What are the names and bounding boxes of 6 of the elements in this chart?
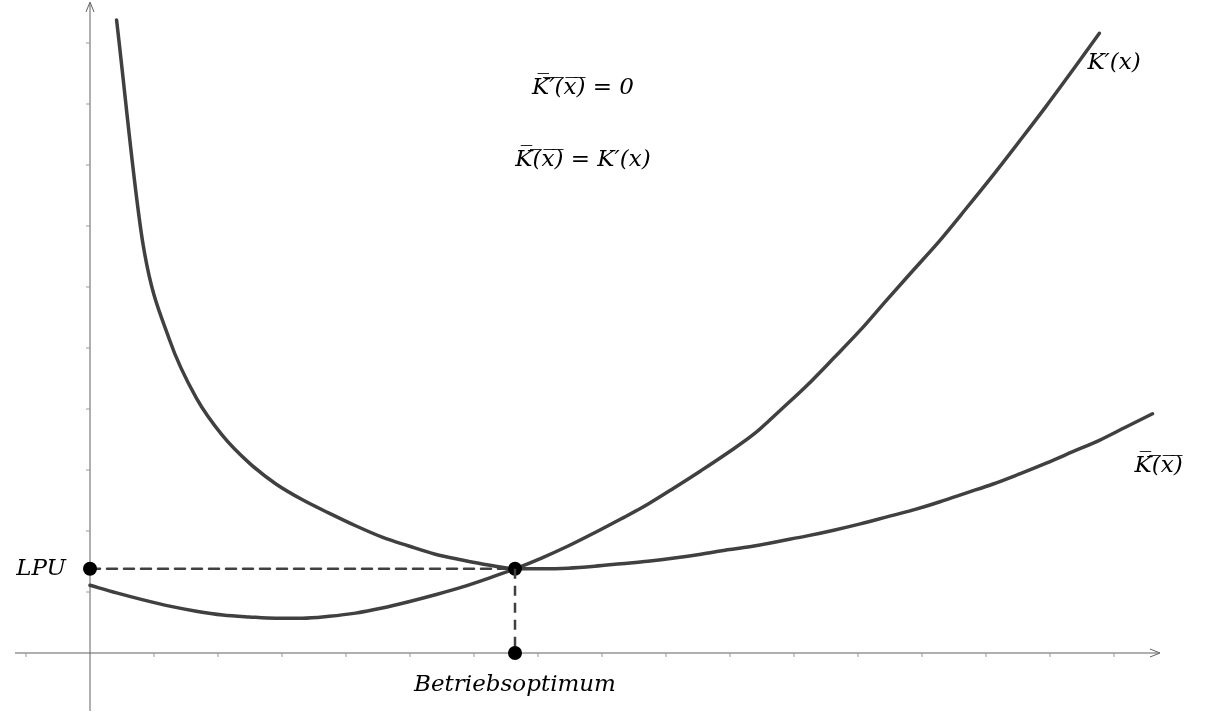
series-label: K̅(̅x̅)̅ (1133, 450, 1183, 477)
series-label: K′(x) (1086, 48, 1141, 75)
annotation: K̅(̅x̅)̅ = K′(x) (514, 144, 651, 171)
series-label: LPU (15, 553, 68, 580)
annotation: K̅′̅(̅x̅)̅ = 0 (531, 72, 634, 99)
annotation: Betriebsoptimum (413, 669, 616, 696)
